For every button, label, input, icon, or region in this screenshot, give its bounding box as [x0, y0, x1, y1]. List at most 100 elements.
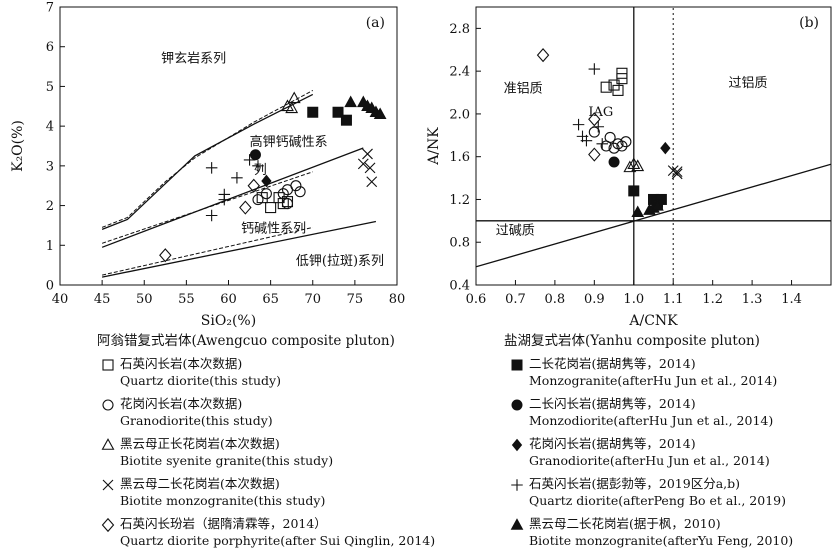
- data-point: [294, 186, 306, 198]
- field-label-shoshonite: 钾玄岩系列: [161, 52, 226, 67]
- x-tick-label: 70: [304, 292, 321, 307]
- data-point: [260, 188, 272, 200]
- data-point: [616, 140, 628, 152]
- line-high-k-upper-a: [101, 147, 364, 248]
- x-axis-label: SiO₂(%): [201, 313, 256, 329]
- data-point: [572, 118, 585, 131]
- legend-item-label-en: Quartz diorite(afterPeng Bo et al., 2019…: [529, 493, 786, 508]
- legend-right-title: 盐湖复式岩体(Yanhu composite pluton): [504, 333, 760, 349]
- boundary-lines: [101, 89, 377, 278]
- legend-marker-open-square: [102, 359, 114, 371]
- y-axis-label: A/NK: [426, 127, 442, 166]
- data-point: [243, 154, 256, 166]
- legend-marker-shape: [102, 479, 114, 491]
- data-point: [651, 199, 664, 211]
- data-point: [671, 166, 683, 178]
- y-tick-label: 0: [46, 279, 54, 294]
- legend-item-label-en: Monzogranite(afterHu Jun et al., 2014): [529, 373, 778, 388]
- legend-item-label-cn: 二长闪长岩(据胡隽等，2014): [529, 396, 696, 411]
- figure-canvas: 40 45 50 55 60 65 70 75 8001234567SiO₂(%)K₂O(%)(…: [10, 1, 832, 330]
- legend-marker-shape: [102, 359, 114, 371]
- panel-label: (b): [799, 15, 819, 31]
- y-tick-label: 7: [46, 1, 54, 16]
- legend-item-label-en: Monzodiorite(afterHu Jun et al., 2014): [529, 413, 774, 428]
- data-point: [362, 148, 373, 160]
- series-filled-square: [307, 106, 352, 126]
- data-point: [671, 168, 683, 180]
- data-point: [616, 67, 628, 79]
- field-label-calc_alkaline: 钙碱性系列: [241, 222, 306, 237]
- legend-item-label-en: Quartz diorite(this study): [120, 373, 281, 388]
- data-point: [159, 248, 172, 263]
- data-point: [247, 178, 261, 193]
- legend-marker-filled-circle: [511, 399, 523, 411]
- chart-panel-a: 40 45 50 55 60 65 70 75 8001234567SiO₂(%)K₂O(%)(…: [10, 1, 405, 330]
- line-calc-alk-upper-a: [101, 220, 377, 278]
- legend-marker-shape: [510, 518, 524, 530]
- data-point: [631, 159, 645, 172]
- series-filled-diamond: [660, 141, 671, 155]
- data-point: [631, 205, 645, 218]
- boundary-lines: [476, 7, 831, 285]
- legend-marker-shape: [101, 517, 115, 533]
- series-plus: [205, 154, 264, 222]
- data-point: [261, 174, 272, 188]
- series-filled-circle: [608, 156, 620, 168]
- data-point: [307, 106, 319, 118]
- x-tick-label: 1.1: [663, 292, 684, 307]
- line-shoshonite-upper-a: [101, 93, 314, 231]
- x-tick-label: 55: [178, 292, 195, 307]
- data-point: [600, 81, 612, 93]
- data-point: [580, 134, 593, 147]
- data-point: [536, 48, 550, 63]
- line-a-nk-a-cnk: [476, 163, 831, 268]
- data-point: [596, 138, 608, 150]
- data-point: [332, 106, 344, 118]
- x-tick-label: 75: [347, 292, 364, 307]
- legend-item-label-en: Granodiorite(this study): [120, 413, 273, 428]
- data-point: [205, 209, 218, 222]
- data-point: [588, 63, 601, 75]
- series-filled-circle: [249, 149, 261, 161]
- data-point: [608, 156, 620, 168]
- x-tick-label: 1.0: [623, 292, 644, 307]
- y-tick-label: 1.2: [449, 193, 470, 208]
- series-plus: [572, 63, 608, 150]
- data-point: [287, 91, 301, 104]
- x-tick-label: 80: [389, 292, 406, 307]
- data-point: [281, 198, 294, 210]
- legend-item-label-cn: 花岗闪长岩(本次数据): [120, 396, 243, 411]
- legend-item-label-en: Biotite monzogranite(this study): [120, 493, 326, 508]
- x-tick-label: 0.9: [584, 292, 605, 307]
- legend-item-label-cn: 黑云母正长花岗岩(本次数据): [120, 436, 280, 451]
- legend-marker-cross: [102, 479, 114, 491]
- data-point: [588, 147, 601, 162]
- field-label-high_k_b: 列: [254, 163, 267, 178]
- series-open-circle: [252, 180, 306, 210]
- chart-panel-b: 0.6 0.7 0.8 0.9 1.0 1.1 1.2 1.3 1.4 0.4 0.8 1.2 1.6 2…: [426, 6, 832, 329]
- legend-left-title: 阿翁错复式岩体(Awengcuo composite pluton): [97, 333, 395, 349]
- legend-item-label-cn: 黑云母二长花岗岩(本次数据): [120, 476, 280, 491]
- y-tick-label: 5: [46, 80, 54, 95]
- data-point: [249, 149, 261, 161]
- legend-marker-shape: [101, 438, 115, 450]
- legend-marker-shape: [102, 399, 114, 411]
- data-point: [290, 180, 302, 192]
- data-point: [357, 158, 369, 170]
- legend-item-label-cn: 石英闪长玢岩（据隋清霖等，2014）: [120, 516, 327, 531]
- data-point: [592, 121, 605, 133]
- y-tick-label: 6: [46, 40, 54, 55]
- field-label-iag: IAG: [588, 105, 613, 120]
- data-point: [239, 200, 252, 215]
- line-shoshonite-upper-b: [101, 89, 314, 228]
- legend-marker-shape: [511, 479, 523, 491]
- data-point: [604, 131, 616, 143]
- series-open-triangle: [281, 91, 301, 114]
- data-point: [612, 84, 624, 96]
- series-filled-triangle: [344, 95, 387, 119]
- x-tick-label: 60: [220, 292, 237, 307]
- legend-marker-plus: [511, 479, 523, 491]
- legend-marker-open-circle: [102, 399, 114, 411]
